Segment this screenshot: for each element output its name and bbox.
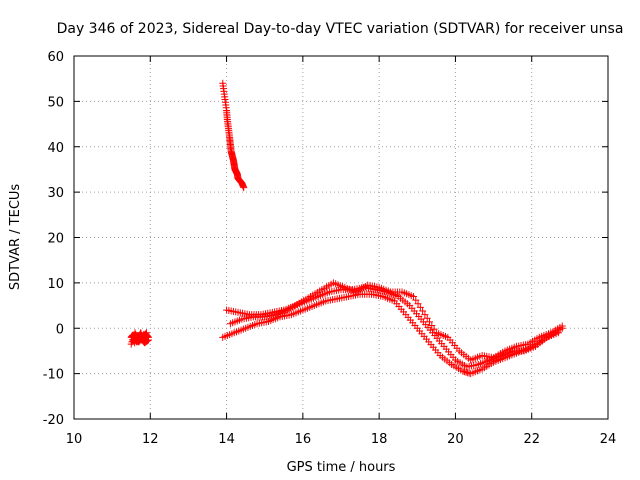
y-tick-label: 0 xyxy=(56,322,64,337)
x-tick-label: 24 xyxy=(600,432,617,447)
data-point xyxy=(240,184,248,192)
data-point xyxy=(421,311,429,319)
data-point xyxy=(412,296,420,304)
data-point xyxy=(409,292,417,300)
y-tick-label: 40 xyxy=(47,141,64,156)
x-tick-label: 12 xyxy=(142,432,159,447)
data-point xyxy=(416,303,424,311)
axis-ticks: 10 12 14 16 18 20 22 24 -20 -10 0 10 20 30 40 50 60 xyxy=(43,50,617,447)
y-tick-label: -20 xyxy=(43,413,64,428)
y-axis-label: SDTVAR / TECUs xyxy=(8,184,23,291)
y-tick-label: 20 xyxy=(47,232,64,247)
data-point xyxy=(428,322,436,330)
y-tick-label: -10 xyxy=(43,368,64,383)
data-point xyxy=(425,318,433,326)
x-tick-label: 14 xyxy=(218,432,235,447)
x-tick-label: 18 xyxy=(371,432,388,447)
data-point xyxy=(144,336,152,344)
data-point xyxy=(558,322,566,330)
data-point xyxy=(430,325,438,333)
x-tick-label: 10 xyxy=(66,432,83,447)
y-tick-label: 50 xyxy=(47,95,64,110)
x-tick-label: 16 xyxy=(295,432,312,447)
x-axis-label: GPS time / hours xyxy=(287,460,396,475)
x-tick-label: 22 xyxy=(523,432,540,447)
data-point xyxy=(423,314,431,322)
chart-title: Day 346 of 2023, Sidereal Day-to-day VTE… xyxy=(57,21,624,37)
data-point xyxy=(419,307,427,315)
grid xyxy=(74,56,608,419)
data-point xyxy=(414,300,422,308)
data-point xyxy=(143,337,151,345)
y-tick-label: 30 xyxy=(47,186,64,201)
data-points xyxy=(127,79,566,378)
x-tick-label: 20 xyxy=(447,432,464,447)
data-point xyxy=(144,337,152,345)
y-tick-label: 10 xyxy=(47,277,64,292)
y-tick-label: 60 xyxy=(47,50,64,65)
